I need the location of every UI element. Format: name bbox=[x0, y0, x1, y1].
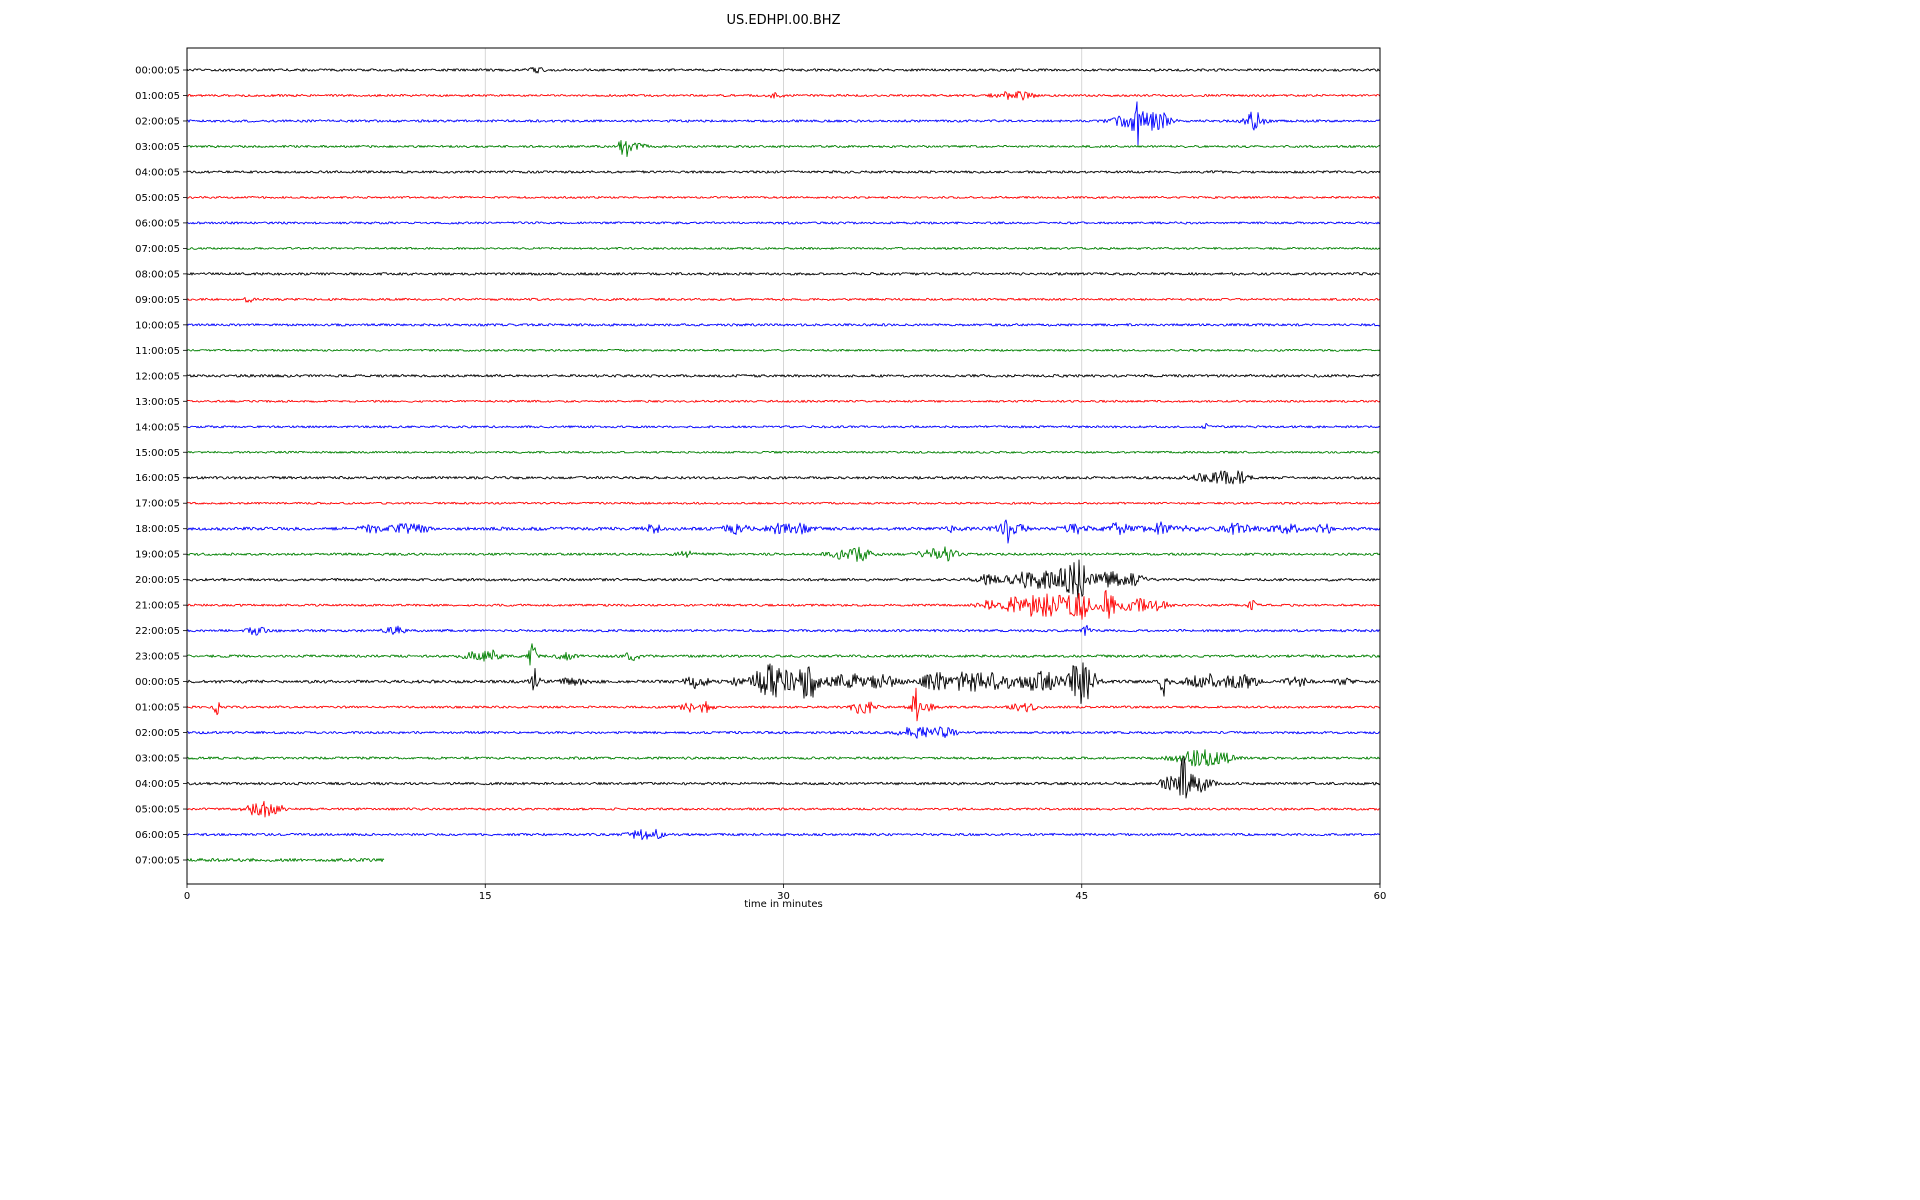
row-label: 17:00:05 bbox=[135, 499, 180, 510]
row-label: 12:00:05 bbox=[135, 371, 180, 382]
row-label: 01:00:05 bbox=[135, 703, 180, 714]
trace-row-28-04:00:05 bbox=[187, 756, 1380, 799]
trace-row-21-21:00:05 bbox=[187, 589, 1380, 620]
row-label: 02:00:05 bbox=[135, 728, 180, 739]
row-label: 21:00:05 bbox=[135, 601, 180, 612]
row-label: 16:00:05 bbox=[135, 473, 180, 484]
trace-row-26-02:00:05 bbox=[187, 726, 1380, 739]
row-label: 05:00:05 bbox=[135, 193, 180, 204]
trace-row-31-07:00:05 bbox=[187, 857, 385, 863]
row-label: 03:00:05 bbox=[135, 754, 180, 765]
row-label: 15:00:05 bbox=[135, 448, 180, 459]
trace-row-17-17:00:05 bbox=[187, 501, 1380, 505]
trace-row-11-11:00:05 bbox=[187, 348, 1380, 352]
row-label: 18:00:05 bbox=[135, 524, 180, 535]
trace-row-13-13:00:05 bbox=[187, 399, 1380, 403]
trace-row-8-08:00:05 bbox=[187, 272, 1380, 276]
trace-row-16-16:00:05 bbox=[187, 470, 1380, 485]
row-label: 09:00:05 bbox=[135, 295, 180, 306]
row-label: 06:00:05 bbox=[135, 218, 180, 229]
trace-row-6-06:00:05 bbox=[187, 221, 1380, 225]
x-axis-label: time in minutes bbox=[744, 899, 823, 910]
trace-row-9-09:00:05 bbox=[187, 297, 1380, 303]
trace-row-18-18:00:05 bbox=[187, 519, 1380, 544]
row-label: 06:00:05 bbox=[135, 830, 180, 841]
trace-row-14-14:00:05 bbox=[187, 422, 1380, 430]
trace-row-0-00:00:05 bbox=[187, 66, 1380, 74]
x-tick-label: 60 bbox=[1374, 891, 1387, 902]
row-label: 23:00:05 bbox=[135, 652, 180, 663]
row-label: 22:00:05 bbox=[135, 626, 180, 637]
row-label: 00:00:05 bbox=[135, 66, 180, 77]
x-tick-label: 45 bbox=[1075, 891, 1088, 902]
row-label: 03:00:05 bbox=[135, 142, 180, 153]
trace-row-12-12:00:05 bbox=[187, 374, 1380, 378]
trace-row-29-05:00:05 bbox=[187, 800, 1380, 818]
row-label: 07:00:05 bbox=[135, 244, 180, 255]
trace-row-30-06:00:05 bbox=[187, 828, 1380, 841]
trace-row-25-01:00:05 bbox=[187, 687, 1380, 722]
row-label: 00:00:05 bbox=[135, 677, 180, 688]
row-label: 04:00:05 bbox=[135, 779, 180, 790]
chart-title: US.EDHPI.00.BHZ bbox=[726, 13, 841, 28]
row-label: 02:00:05 bbox=[135, 116, 180, 127]
row-label: 10:00:05 bbox=[135, 320, 180, 331]
row-label: 07:00:05 bbox=[135, 856, 180, 867]
traces-group bbox=[187, 66, 1380, 863]
trace-row-1-01:00:05 bbox=[187, 90, 1380, 101]
trace-row-24-00:00:05 bbox=[187, 662, 1380, 704]
trace-row-23-23:00:05 bbox=[187, 643, 1380, 666]
trace-row-2-02:00:05 bbox=[187, 101, 1380, 146]
trace-row-5-05:00:05 bbox=[187, 195, 1380, 199]
trace-row-20-20:00:05 bbox=[187, 559, 1380, 601]
row-label: 14:00:05 bbox=[135, 422, 180, 433]
x-tick-label: 0 bbox=[184, 891, 190, 902]
row-label: 11:00:05 bbox=[135, 346, 180, 357]
trace-row-22-22:00:05 bbox=[187, 624, 1380, 637]
row-label: 19:00:05 bbox=[135, 550, 180, 561]
row-label: 04:00:05 bbox=[135, 167, 180, 178]
x-tick-label: 30 bbox=[777, 891, 790, 902]
trace-row-27-03:00:05 bbox=[187, 749, 1380, 767]
trace-row-10-10:00:05 bbox=[187, 323, 1380, 327]
trace-row-7-07:00:05 bbox=[187, 246, 1380, 250]
trace-row-19-19:00:05 bbox=[187, 546, 1380, 562]
trace-row-4-04:00:05 bbox=[187, 170, 1380, 174]
x-tick-label: 15 bbox=[479, 891, 492, 902]
row-label: 20:00:05 bbox=[135, 575, 180, 586]
row-label: 05:00:05 bbox=[135, 805, 180, 816]
trace-row-15-15:00:05 bbox=[187, 450, 1380, 454]
trace-row-3-03:00:05 bbox=[187, 139, 1380, 158]
row-label: 08:00:05 bbox=[135, 269, 180, 280]
row-label: 01:00:05 bbox=[135, 91, 180, 102]
row-label: 13:00:05 bbox=[135, 397, 180, 408]
